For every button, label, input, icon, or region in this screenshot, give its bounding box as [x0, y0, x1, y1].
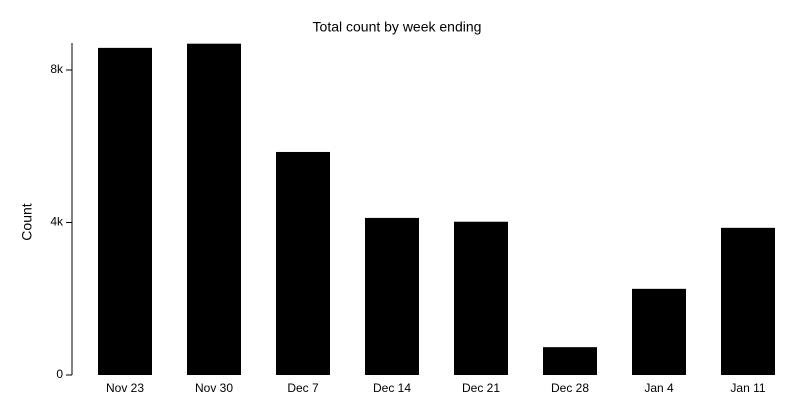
x-tick-label: Dec 28: [551, 381, 589, 395]
x-tick-label: Nov 23: [106, 381, 144, 395]
bar: [365, 217, 419, 375]
x-tick-label: Jan 4: [644, 381, 674, 395]
x-tick-label: Nov 30: [195, 381, 233, 395]
bar: [632, 288, 686, 375]
x-tick-label: Dec 21: [462, 381, 500, 395]
chart-title: Total count by week ending: [313, 19, 482, 35]
y-tick-label: 8k: [50, 62, 64, 76]
bar: [276, 151, 330, 375]
y-tick-label: 0: [56, 367, 63, 381]
bar: [454, 221, 508, 375]
y-tick-label: 4k: [50, 215, 64, 229]
x-tick-label: Dec 7: [287, 381, 319, 395]
x-tick-label: Dec 14: [373, 381, 411, 395]
y-axis-title: Count: [19, 203, 35, 240]
bar: [187, 43, 241, 375]
bar: [543, 347, 597, 375]
bar: [721, 227, 775, 375]
x-tick-label: Jan 11: [730, 381, 765, 395]
bar: [98, 47, 152, 375]
